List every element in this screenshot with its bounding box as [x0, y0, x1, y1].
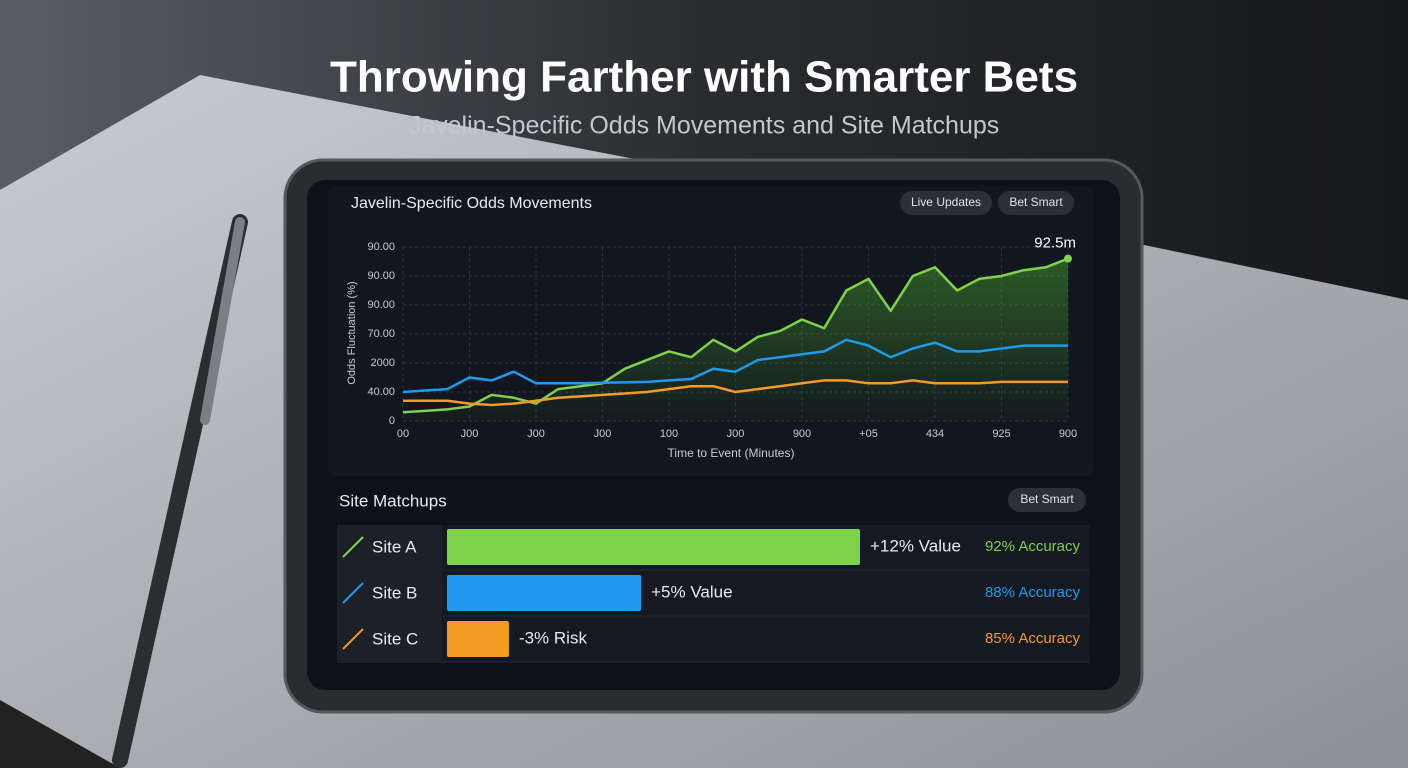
page-title: Throwing Farther with Smarter Bets [330, 53, 1078, 102]
site-name: Site A [372, 537, 417, 556]
end-marker [1064, 254, 1072, 263]
bar [447, 529, 860, 565]
accuracy: 88% Accuracy [985, 584, 1081, 601]
x-tick-label: 434 [926, 428, 944, 440]
y-tick-label: 90.00 [367, 241, 395, 253]
x-tick-label: J00 [527, 428, 545, 440]
button-label[interactable]: Live Updates [911, 195, 981, 209]
annotation: 92.5m [1034, 235, 1076, 252]
x-tick-label: J00 [727, 428, 745, 440]
row-label-cell [337, 617, 442, 661]
row-label-cell [337, 525, 442, 569]
series-line [402, 257, 1069, 414]
matchup-rows: Site A +12% Value 92% Accuracy Site B +5% Va… [337, 525, 1090, 663]
site-name: Site C [372, 629, 418, 648]
bar [447, 575, 642, 611]
matchups-title: Site Matchups [339, 491, 447, 510]
site-name: Site B [372, 583, 417, 602]
x-tick-label: 00 [397, 428, 409, 440]
y-tick-label: 90.00 [367, 299, 395, 311]
desk-edge [0, 700, 120, 768]
row-label-cell [337, 571, 442, 615]
x-tick-label: J00 [594, 428, 612, 440]
y-tick-label: 0 [389, 415, 395, 427]
area-fill [403, 258, 1068, 421]
series-line [403, 379, 1068, 407]
button[interactable] [1008, 488, 1086, 512]
panel-title: Javelin-Specific Odds Movements [351, 195, 592, 212]
accuracy: 92% Accuracy [985, 538, 1081, 555]
page-subtitle: Javelin-Specific Odds Movements and Site… [409, 112, 1000, 140]
row-icon [342, 628, 364, 650]
value-label: -3% Risk [519, 628, 588, 647]
button[interactable] [998, 191, 1074, 215]
button[interactable] [900, 191, 992, 215]
y-tick-label: 70.00 [367, 328, 395, 340]
button-label[interactable]: Bet Smart [1020, 492, 1074, 506]
button-label[interactable]: Bet Smart [1009, 195, 1063, 209]
row-icon [342, 536, 364, 558]
y-tick-label: 2000 [371, 357, 395, 369]
x-tick-label: 900 [1059, 428, 1077, 440]
row-icon [342, 582, 364, 604]
x-axis-label: Time to Event (Minutes) [668, 446, 795, 460]
x-tick-label: +05 [859, 428, 878, 440]
x-tick-label: 925 [992, 428, 1010, 440]
accuracy: 85% Accuracy [985, 630, 1081, 647]
y-tick-label: 90.00 [367, 270, 395, 282]
bar [447, 621, 509, 657]
series-line [402, 338, 1068, 394]
x-tick-label: 100 [660, 428, 678, 440]
x-tick-label: J00 [461, 428, 479, 440]
value-label: +5% Value [651, 582, 732, 601]
value-label: +12% Value [870, 536, 961, 555]
y-axis-label: Odds Fluctuation (%) [346, 281, 358, 384]
stylus-tip [200, 217, 245, 425]
x-tick-label: 900 [793, 428, 811, 440]
y-tick-label: 40.00 [367, 386, 395, 398]
